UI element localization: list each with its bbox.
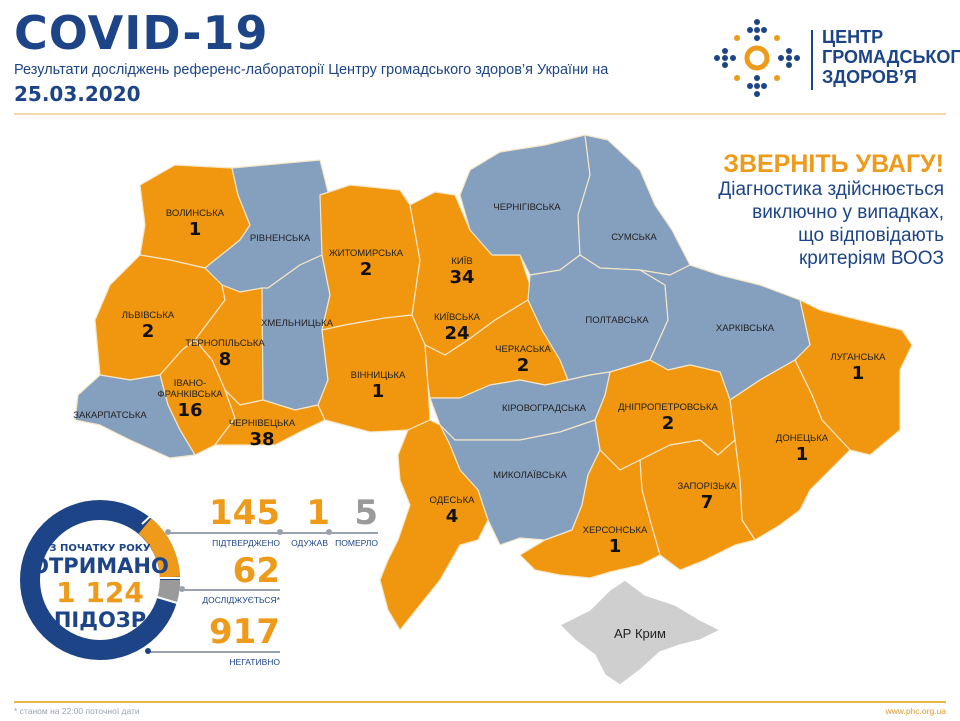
region-sumska [577,134,691,276]
region-label-zakarpatska: ЗАКАРПАТСЬКА [73,410,147,421]
region-label-rivnenska: РІВНЕНСЬКА [249,233,311,244]
suspected-cases-donut [20,500,180,660]
region-label-luhanska: ЛУГАНСЬКА 1 [830,352,886,384]
donut-total: 1 124 [56,576,144,609]
recovered-count: 1 [306,493,330,533]
region-label-kyiv: КИЇВ 34 [449,256,475,288]
negative-count: 917 [209,612,280,652]
leader-dot [326,529,332,535]
region-label-kyivska: КИЇВСЬКА 24 [434,312,480,344]
region-khersonska [519,449,661,579]
region-label-cherkaska: ЧЕРКАСЬКА 2 [495,344,551,376]
logo-divider [811,30,813,90]
region-chernivetska [214,389,326,446]
notice-block: ЗВЕРНІТЬ УВАГУ! Діагностика здійснюється… [718,150,944,270]
negative-label: НЕГАТИВНО [229,657,280,667]
region-odeska [379,419,489,631]
confirmed-label: ПІДТВЕРДЖЕНО [212,538,280,548]
region-zakarpatska [74,374,196,459]
investigating-leader-line [182,589,280,591]
notice-body: Діагностика здійснюється виключно у випа… [718,179,944,269]
subtitle: Результати досліджень референс-лаборатор… [14,62,609,78]
region-label-zaporizka: ЗАПОРІЗЬКА 7 [677,481,737,513]
negative-leader-line [148,651,280,653]
top-divider [14,113,946,115]
logo-line-2: ГРОМАДСЬКОГО [822,47,960,67]
region-label-dnipropetrovska: ДНІПРОПЕТРОВСЬКА 2 [618,402,718,434]
region-label-volynska: ВОЛИНСЬКА 1 [165,208,225,240]
region-label-lvivska: ЛЬВІВСЬКА 2 [121,310,175,342]
region-label-odeska: ОДЕСЬКА 4 [429,495,475,527]
donut-suspected: ПІДОЗР [53,608,147,632]
region-label-khmelnytska: ХМЕЛЬНИЦЬКА [261,318,333,329]
investigating-label: ДОСЛІДЖУЄТЬСЯ* [202,595,280,605]
leader-dot [165,529,171,535]
region-label-kharkivska: ХАРКІВСЬКА [715,323,775,334]
died-label: ПОМЕРЛО [335,538,378,548]
region-label-sumska: СУМСЬКА [611,232,657,243]
confirmed-count: 145 [209,493,280,533]
report-date: 25.03.2020 [14,82,141,106]
notice-heading: ЗВЕРНІТЬ УВАГУ! [723,150,944,178]
donut-center: З ПОЧАТКУ РОКУ ОТРИМАНО 1 124 ПІДОЗР [15,495,185,665]
region-label-donetska: ДОНЕЦЬКА 1 [775,433,829,465]
region-label-khersonska: ХЕРСОНСЬКА 1 [582,525,648,557]
recovered-label: ОДУЖАВ [291,538,328,548]
region-label-crimea: АР Крим [614,626,666,641]
logo-line-1: ЦЕНТР [822,27,884,47]
logo-text: ЦЕНТР ГРОМАДСЬКОГО ЗДОРОВ’Я [822,27,960,87]
region-label-ivano-frankivska: ІВАНО-ФРАНКІВСЬКА 16 [157,378,223,421]
phc-dots-logo-icon [714,19,800,97]
region-label-chernivetska: ЧЕРНІВЕЦЬКА 38 [228,418,296,450]
region-crimea [559,579,721,686]
donut-received: ОТРИМАНО [31,554,169,578]
region-label-poltavska: ПОЛТАВСЬКА [585,315,649,326]
bottom-divider [14,701,946,703]
region-label-mykolaivska: МИКОЛАЇВСЬКА [493,470,567,481]
leader-dot [145,648,151,654]
region-label-ternopilska: ТЕРНОПІЛЬСЬКА 8 [185,338,265,370]
confirmed-leader-line [168,532,378,534]
region-label-vinnytska: ВІННИЦЬКА 1 [350,370,406,402]
page-title: COVID-19 [14,6,269,60]
donut-caption: З ПОЧАТКУ РОКУ [49,543,151,554]
investigating-count: 62 [232,551,280,591]
region-label-chernihivska: ЧЕРНІГІВСЬКА [493,202,561,213]
region-label-zhytomyrska: ЖИТОМИРСЬКА 2 [328,248,404,280]
died-count: 5 [354,493,378,533]
leader-dot [179,586,185,592]
footnote: * станом на 22:00 поточної дати [14,706,140,716]
leader-dot [277,529,283,535]
logo-line-3: ЗДОРОВ’Я [822,67,917,87]
website-link[interactable]: www.phc.org.ua [885,706,946,716]
region-label-kirovohradska: КІРОВОГРАДСЬКА [502,403,586,414]
